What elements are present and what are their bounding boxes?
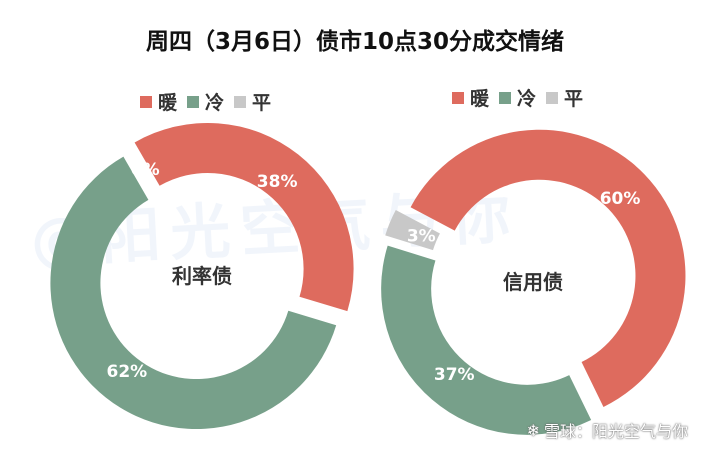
footer-credit: ❄ 雪球：阳光空气与你	[527, 418, 688, 442]
legend-label-cold: 冷	[205, 92, 225, 114]
chart-title: 周四（3月6日）债市10点30分成交情绪	[145, 29, 565, 55]
center-label-0: 利率债	[172, 264, 232, 288]
legend-right: 暖 冷 平	[452, 84, 583, 111]
legend-swatch-cold	[499, 91, 512, 104]
slice-label-0-0: 38%	[257, 172, 298, 192]
legend-label-warm: 暖	[470, 88, 490, 110]
footer-text: 雪球：阳光空气与你	[543, 422, 688, 441]
legend-swatch-flat	[546, 91, 559, 104]
legend-label-cold: 冷	[517, 88, 537, 110]
legend-swatch-flat	[234, 95, 247, 108]
legend-label-flat: 平	[252, 92, 272, 114]
legend-item-warm: 暖	[452, 84, 489, 111]
legend-item-flat: 平	[234, 88, 271, 115]
legend-item-cold: 冷	[187, 88, 224, 115]
slice-0-1	[50, 156, 337, 430]
slice-label-1-1: 37%	[434, 365, 475, 385]
slice-label-1-0: 60%	[600, 189, 641, 209]
slice-0-0	[134, 122, 354, 312]
legend-left: 暖 冷 平	[140, 88, 271, 115]
center-label-1: 信用债	[503, 270, 563, 294]
legend-swatch-warm	[140, 95, 152, 108]
legend-item-cold: 冷	[499, 84, 536, 111]
legend-item-flat: 平	[546, 84, 583, 111]
snowball-logo-icon: ❄	[526, 420, 540, 440]
slice-label-1-2: 3%	[407, 227, 436, 247]
slice-1-1	[381, 245, 592, 435]
slice-1-0	[410, 129, 686, 407]
legend-label-flat: 平	[564, 88, 584, 110]
legend-swatch-warm	[452, 91, 464, 104]
legend-item-warm: 暖	[140, 88, 177, 115]
legend-swatch-cold	[187, 95, 200, 108]
slice-1-2	[385, 209, 440, 251]
legend-label-warm: 暖	[158, 92, 178, 114]
slice-label-0-1: 62%	[106, 362, 147, 382]
slice-label-0-2: 0%	[131, 160, 160, 180]
